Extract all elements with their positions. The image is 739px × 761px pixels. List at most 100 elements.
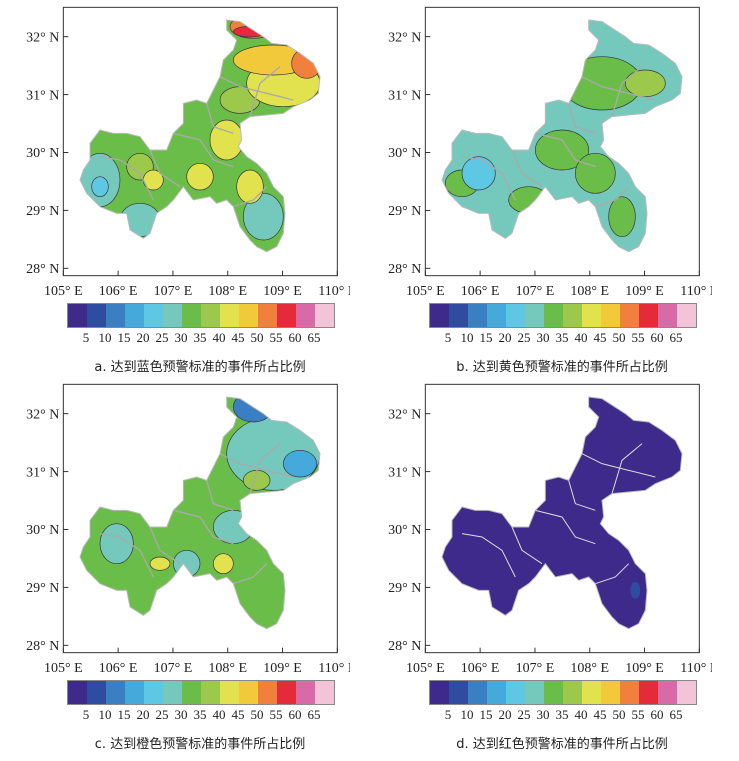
colorbar-tick-label: 55 (631, 330, 645, 345)
colorbar (429, 303, 697, 328)
colorbar-tick-label: 30 (536, 707, 550, 722)
colorbar-swatch (601, 304, 620, 327)
colorbar-swatch (506, 681, 525, 704)
colorbar-tick-label: 35 (193, 707, 207, 722)
lon-label: 108° E (570, 284, 609, 299)
colorbar-tick-label: 5 (444, 330, 452, 345)
colorbar-swatch (658, 304, 677, 327)
county-boundaries (99, 66, 294, 208)
colorbar-swatch (296, 681, 315, 704)
lon-label: 108° E (208, 661, 247, 676)
colorbar-tick-label: 55 (269, 707, 283, 722)
map-red-warning: 32° N 31° N 30° N 29° N 28° N 105° E 106° E 107… (388, 383, 712, 676)
colorbar (67, 303, 335, 328)
colorbar-swatch (258, 681, 277, 704)
colorbar-tick-label: 25 (517, 707, 531, 722)
lat-label: 30° N (26, 523, 59, 538)
county-boundaries (461, 443, 656, 585)
colorbar-tick-label: 15 (479, 330, 493, 345)
map-orange-warning: 32° N 31° N 30° N 29° N 28° N 105° E 106° E 107… (26, 383, 350, 676)
contour-area (291, 47, 320, 79)
colorbar-swatch (277, 681, 296, 704)
lon-label: 109° E (625, 661, 664, 676)
colorbar-swatch (125, 681, 144, 704)
colorbar-swatch (677, 304, 696, 327)
colorbar-tick-label: 20 (136, 707, 150, 722)
colorbar-tick-label: 45 (593, 707, 607, 722)
colorbar-tick-label: 65 (669, 707, 683, 722)
colorbar-swatch (182, 681, 201, 704)
colorbar-swatch (144, 304, 163, 327)
colorbar (67, 680, 335, 705)
colorbar-tick-label: 55 (269, 330, 283, 345)
contour-area (242, 193, 284, 241)
colorbar-swatch (315, 681, 334, 704)
colorbar-swatch (201, 304, 220, 327)
colorbar-tick-label: 60 (288, 330, 302, 345)
colorbar-swatch (544, 304, 563, 327)
contour-area (630, 582, 641, 599)
colorbar-swatch (182, 304, 201, 327)
lon-label: 105° E (44, 284, 83, 299)
lat-label: 29° N (388, 204, 421, 219)
colorbar-tick-label: 30 (174, 330, 188, 345)
map-frame (424, 383, 700, 654)
colorbar-swatch (487, 304, 506, 327)
colorbar-swatch (201, 681, 220, 704)
colorbar-swatch (315, 304, 334, 327)
county-boundaries (461, 66, 656, 208)
lat-label: 28° N (388, 262, 421, 277)
colorbar-swatch (468, 681, 487, 704)
lat-label: 32° N (26, 407, 59, 422)
lat-label: 31° N (26, 465, 59, 480)
caption: b. 达到黄色预警标准的事件所占比例 (456, 360, 668, 375)
colorbar-tick-label: 40 (574, 330, 588, 345)
colorbar-swatch (487, 681, 506, 704)
colorbar-swatch (430, 681, 449, 704)
lat-label: 32° N (388, 30, 421, 45)
map-frame (62, 6, 338, 277)
colorbar-tick-label: 25 (517, 330, 531, 345)
colorbar-swatch (449, 681, 468, 704)
lon-label: 106° E (99, 284, 138, 299)
colorbar-tick-label: 10 (98, 330, 112, 345)
colorbar-swatch (620, 681, 639, 704)
colorbar-swatch (525, 304, 544, 327)
lon-label: 109° E (263, 284, 302, 299)
colorbar-swatch (163, 304, 182, 327)
map-frame (424, 6, 700, 277)
lat-label: 31° N (26, 88, 59, 103)
lat-label: 29° N (26, 581, 59, 596)
colorbar-tick-label: 60 (288, 707, 302, 722)
contour-area (212, 553, 234, 574)
contour-area (209, 119, 244, 161)
colorbar-swatch (87, 304, 106, 327)
lon-label: 110° E (318, 284, 350, 299)
map-frame (62, 383, 338, 654)
colorbar-tick-label: 40 (212, 707, 226, 722)
colorbar-swatch (677, 681, 696, 704)
colorbar-swatch (296, 304, 315, 327)
lat-label: 30° N (26, 146, 59, 161)
contour-area (186, 163, 214, 191)
colorbar-swatch (220, 304, 239, 327)
lon-label: 109° E (625, 284, 664, 299)
lat-label: 29° N (388, 581, 421, 596)
map-yellow-warning: 32° N 31° N 30° N 29° N 28° N 105° E 106° E 107… (388, 6, 712, 299)
contour-area (149, 556, 171, 571)
colorbar-swatch (220, 681, 239, 704)
region-outline (79, 396, 321, 630)
colorbar-swatch (506, 304, 525, 327)
lat-label: 30° N (388, 146, 421, 161)
lat-label: 31° N (388, 88, 421, 103)
colorbar-swatch (106, 681, 125, 704)
lon-label: 107° E (154, 284, 193, 299)
colorbar-swatch (144, 681, 163, 704)
lat-label: 28° N (26, 639, 59, 654)
lon-label: 110° E (680, 284, 712, 299)
region-outline (441, 396, 683, 630)
lon-label: 107° E (516, 661, 555, 676)
lat-label: 30° N (388, 523, 421, 538)
colorbar-swatch (639, 304, 658, 327)
colorbar-tick-label: 10 (460, 707, 474, 722)
